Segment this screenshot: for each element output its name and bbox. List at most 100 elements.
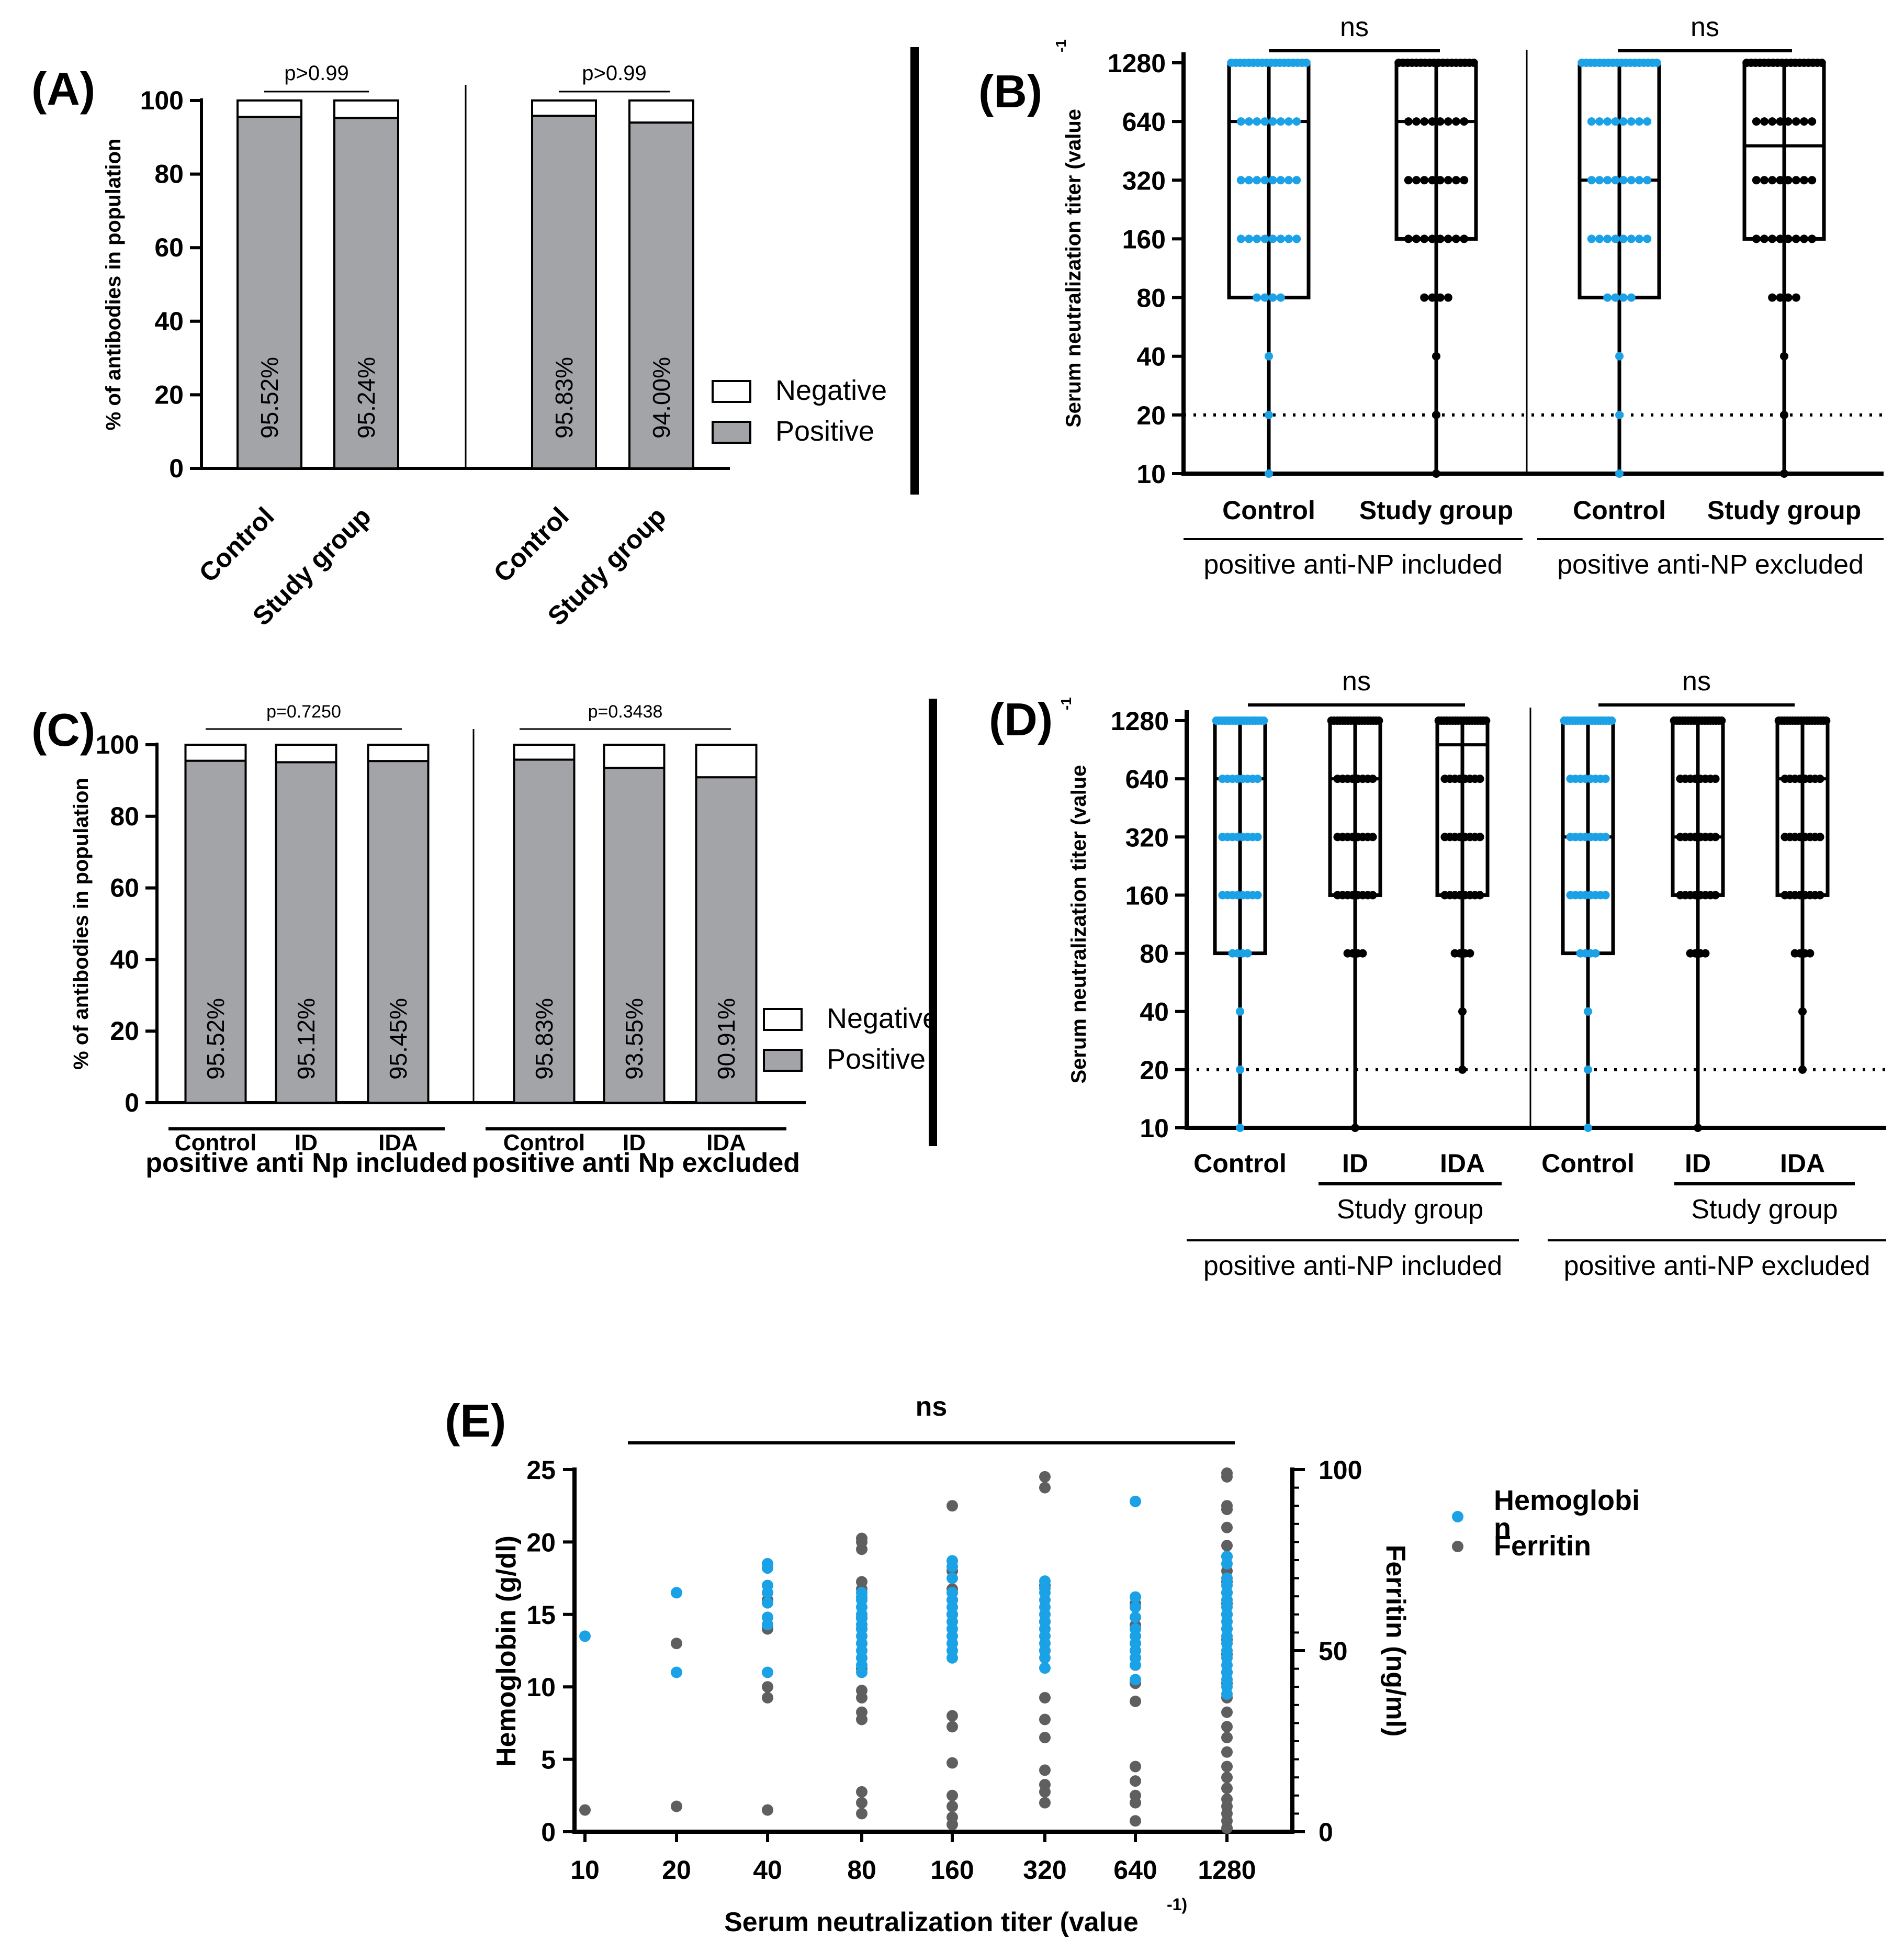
b-category-1: Study group [1359, 496, 1513, 525]
b-point-3-0-17 [1817, 59, 1826, 67]
b-point-2-3-0 [1587, 234, 1596, 243]
b-point-1-3-6 [1452, 234, 1460, 243]
e-ytick-right-label-0: 0 [1319, 1818, 1333, 1847]
e-hemoglobin-point-24 [856, 1666, 867, 1678]
d-point-3-1-7 [1601, 775, 1610, 783]
d-point-5-2-7 [1816, 833, 1824, 842]
b-y-label-sup: -1 [1053, 39, 1069, 52]
e-ferritin-point-34 [947, 1819, 958, 1831]
d-category-4: ID [1685, 1149, 1711, 1178]
b-point-0-2-5 [1276, 176, 1285, 185]
b-point-2-3-5 [1627, 234, 1636, 243]
b-point-1-2-3 [1428, 176, 1437, 185]
b-ytick-label-7: 1280 [1108, 49, 1166, 78]
d-point-3-0-17 [1607, 716, 1616, 725]
b-point-2-1-3 [1611, 117, 1620, 126]
e-hemoglobin-point-60 [1130, 1659, 1141, 1671]
b-point-0-1-0 [1236, 117, 1245, 126]
c-bar-negative-2 [367, 744, 430, 763]
a-ytick-label-4: 80 [154, 160, 184, 189]
e-ytick-left-label-4: 20 [526, 1528, 556, 1557]
e-hemoglobin-point-51 [1130, 1495, 1141, 1507]
d-point-0-5-0 [1236, 1007, 1244, 1016]
b-point-2-2-7 [1643, 176, 1652, 185]
b-point-3-1-1 [1760, 117, 1768, 126]
e-ferritin-point-77 [1221, 1732, 1233, 1744]
a-bar-negative-1 [333, 99, 399, 119]
b-point-1-1-3 [1428, 117, 1437, 126]
b-point-3-1-3 [1776, 117, 1785, 126]
a-pvalue-1: p>0.99 [582, 62, 646, 85]
e-ferritin-point-2 [671, 1800, 682, 1812]
b-point-2-1-5 [1627, 117, 1636, 126]
c-ytick-label-4: 80 [110, 802, 139, 831]
b-point-0-7-0 [1265, 469, 1273, 478]
d-significance-label-1: ns [1682, 666, 1711, 697]
d-ytick-label-6: 640 [1125, 765, 1169, 794]
c-bar-label-4: 93.55% [621, 998, 648, 1080]
b-point-1-7-0 [1432, 469, 1440, 478]
b-point-3-3-1 [1760, 234, 1768, 243]
e-ferritin-point-0 [579, 1804, 591, 1816]
b-point-3-4-0 [1768, 293, 1777, 302]
b-point-2-2-0 [1587, 176, 1596, 185]
e-hemoglobin-point-6 [762, 1587, 773, 1599]
e-xtick-label-1: 20 [662, 1855, 691, 1885]
b-point-2-1-1 [1595, 117, 1604, 126]
b-point-0-3-6 [1285, 234, 1293, 243]
b-point-2-1-7 [1643, 117, 1652, 126]
e-hemoglobin-point-0 [579, 1630, 591, 1642]
e-hemoglobin-point-10 [762, 1666, 773, 1678]
b-point-3-2-0 [1752, 176, 1761, 185]
d-category-2: IDA [1440, 1149, 1485, 1178]
b-point-2-3-7 [1643, 234, 1652, 243]
b-point-0-6-0 [1265, 410, 1273, 419]
e-ferritin-point-53 [1130, 1775, 1141, 1787]
b-point-2-2-2 [1603, 176, 1612, 185]
b-point-1-4-0 [1420, 293, 1429, 302]
e-ytick-left-label-5: 25 [526, 1455, 556, 1485]
a-bar-label-3: 94.00% [648, 357, 675, 439]
a-bar-label-1: 95.24% [353, 357, 380, 439]
b-point-2-2-6 [1635, 176, 1643, 185]
e-ferritin-point-31 [947, 1789, 958, 1801]
b-point-1-3-0 [1404, 234, 1413, 243]
e-ferritin-point-75 [1221, 1706, 1233, 1718]
d-point-5-1-7 [1816, 775, 1824, 783]
c-category-4: ID [623, 1130, 646, 1156]
b-point-0-3-0 [1236, 234, 1245, 243]
b-point-3-1-2 [1768, 117, 1777, 126]
d-point-0-3-7 [1253, 891, 1262, 900]
e-ferritin-point-76 [1221, 1721, 1233, 1733]
b-point-0-1-1 [1245, 117, 1253, 126]
panel-b-letter: (B) [978, 65, 1042, 117]
c-legend-positive-label: Positive [827, 1044, 926, 1075]
e-xtick-label-2: 40 [753, 1855, 782, 1885]
e-ferritin-point-40 [1039, 1691, 1051, 1704]
e-ferritin-point-56 [1130, 1815, 1141, 1827]
e-ferritin-point-52 [1130, 1761, 1141, 1773]
c-bar-negative-3 [513, 744, 576, 761]
e-ferritin-point-17 [856, 1691, 867, 1704]
b-point-1-1-7 [1460, 117, 1469, 126]
d-ytick-label-0: 10 [1140, 1114, 1169, 1143]
d-point-1-4-3 [1358, 949, 1367, 958]
b-point-1-2-1 [1412, 176, 1421, 185]
d-point-4-4-3 [1701, 949, 1710, 958]
b-point-1-1-6 [1452, 117, 1460, 126]
d-point-5-6-0 [1798, 1065, 1807, 1074]
e-ferritin-point-80 [1221, 1772, 1233, 1784]
b-point-1-4-3 [1444, 293, 1452, 302]
b-ytick-label-0: 10 [1136, 460, 1166, 489]
b-point-2-4-0 [1603, 293, 1612, 302]
a-bar-negative-3 [628, 99, 694, 124]
c-bar-negative-5 [695, 744, 758, 779]
d-point-1-3-7 [1368, 891, 1377, 900]
c-ytick-label-2: 40 [110, 945, 139, 974]
e-xtick-label-3: 80 [847, 1855, 876, 1885]
b-point-0-4-2 [1268, 293, 1277, 302]
b-point-0-2-3 [1260, 176, 1269, 185]
e-ferritin-point-86 [1221, 1822, 1233, 1834]
a-pvalue-0: p>0.99 [284, 62, 348, 85]
